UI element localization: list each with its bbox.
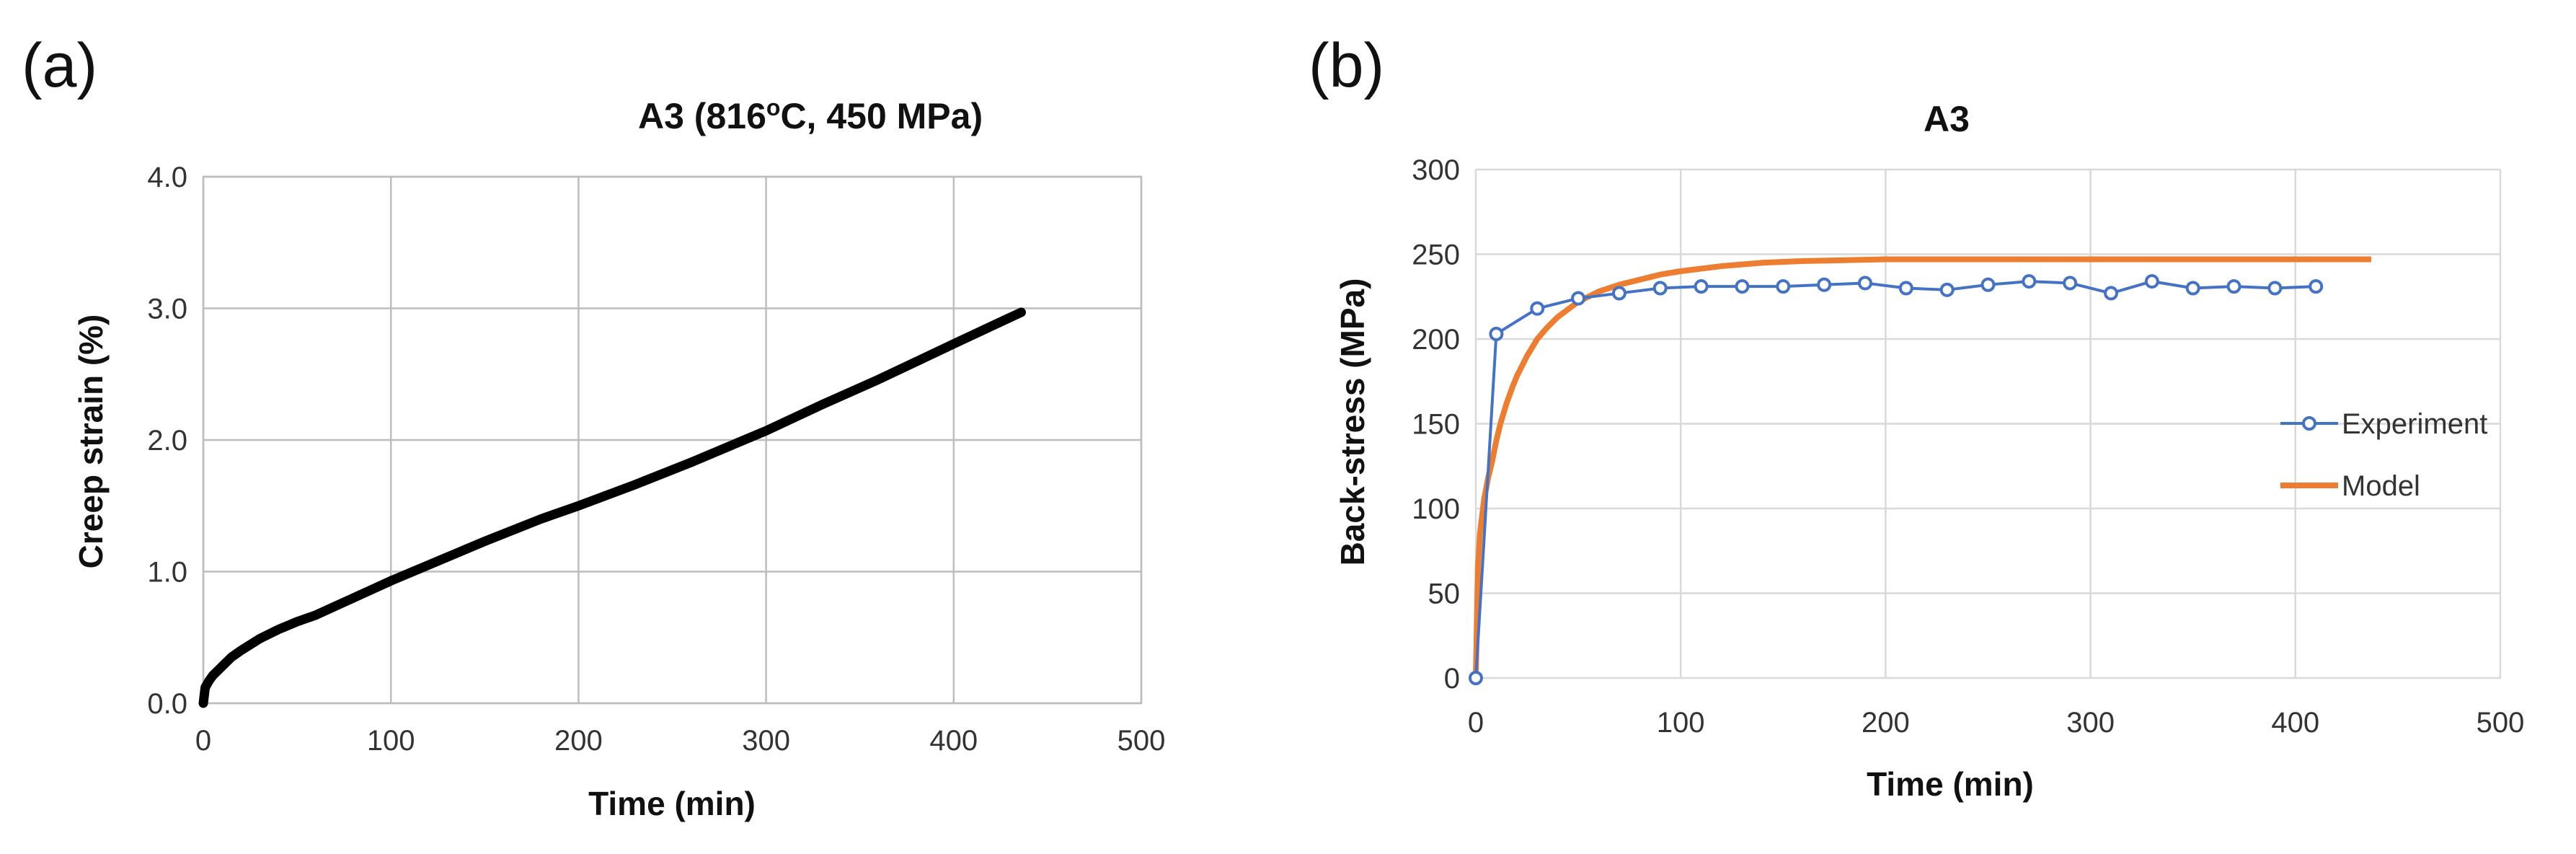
experiment-point	[1652, 281, 1668, 296]
creep-strain-point	[218, 661, 227, 671]
creep-strain-curve	[198, 307, 1026, 708]
panel-a-x-axis-label: Time (min)	[588, 785, 756, 822]
legend-model-label: Model	[2342, 470, 2420, 502]
panel-a-y-ticks: 0.0 1.0 2.0 3.0 4.0	[147, 162, 187, 720]
y-tick-label: 150	[1412, 409, 1460, 441]
panel-a-title: A3 (816oC, 450 MPa)	[638, 94, 983, 136]
x-tick-label: 300	[2066, 707, 2115, 739]
experiment-point	[2063, 276, 2078, 291]
creep-strain-point	[349, 594, 358, 602]
creep-strain-point	[208, 671, 218, 680]
y-tick-label: 0	[1444, 663, 1460, 695]
y-tick-label: 1.0	[147, 557, 187, 589]
x-tick-label: 100	[1657, 707, 1705, 739]
x-tick-label: 500	[2477, 707, 2525, 739]
panel-a-y-axis-label: Creep strain (%)	[72, 314, 110, 569]
x-tick-label: 200	[1862, 707, 1910, 739]
y-tick-label: 4.0	[147, 162, 187, 193]
experiment-point	[1469, 671, 1483, 685]
x-tick-label: 400	[2271, 707, 2319, 739]
experiment-point	[2144, 274, 2159, 289]
panel-b-x-ticks: 0 100 200 300 400 500	[1468, 707, 2525, 739]
creep-strain-point	[536, 514, 546, 524]
creep-strain-point	[236, 646, 246, 655]
legend-experiment-label: Experiment	[2342, 408, 2487, 440]
panel-b-x-axis-label: Time (min)	[1867, 765, 2034, 803]
legend-experiment-marker	[2302, 416, 2316, 431]
panel-a-x-ticks: 0 100 200 300 400 500	[195, 725, 1166, 757]
experiment-point	[1571, 291, 1586, 306]
creep-strain-point	[227, 653, 236, 662]
experiment-point	[1489, 326, 1504, 341]
panel-b: (b) A3 0 100 200 300 400 500 0 50 100 150 200 250 3…	[1309, 31, 2524, 803]
panel-a: (a) A3 (816oC, 450 MPa) 0 100 200 300 400 500…	[22, 31, 1165, 822]
panel-b-y-axis-label: Back-stress (MPa)	[1334, 278, 1371, 566]
experiment-point	[2104, 286, 2119, 301]
panel-b-label: (b)	[1309, 31, 1384, 100]
creep-strain-point	[949, 339, 958, 348]
creep-strain-point	[200, 683, 210, 692]
experiment-point	[1898, 281, 1913, 296]
creep-strain-point	[1017, 307, 1026, 317]
y-tick-label: 0.0	[147, 688, 187, 720]
creep-strain-point	[293, 617, 302, 626]
experiment-point	[2226, 279, 2241, 294]
creep-strain-point	[274, 625, 283, 634]
x-tick-label: 400	[929, 725, 978, 757]
panel-b-title: A3	[1924, 99, 1970, 139]
creep-strain-point	[386, 576, 396, 586]
x-tick-label: 100	[367, 725, 415, 757]
x-tick-label: 500	[1117, 725, 1166, 757]
x-tick-label: 0	[1468, 707, 1484, 739]
y-tick-label: 250	[1412, 239, 1460, 271]
creep-strain-point	[199, 699, 208, 708]
creep-strain-point	[424, 560, 433, 570]
panel-a-label: (a)	[22, 31, 97, 100]
experiment-point	[1694, 279, 1709, 294]
x-tick-label: 300	[742, 725, 790, 757]
experiment-point	[1735, 279, 1750, 294]
creep-strain-point	[743, 434, 752, 444]
plot-frame	[202, 175, 1143, 705]
creep-strain-point	[311, 610, 321, 620]
experiment-point	[1611, 286, 1626, 301]
x-tick-label: 0	[195, 725, 211, 757]
panel-b-series	[1469, 256, 2371, 685]
experiment-point	[1857, 276, 1872, 291]
creep-strain-point	[874, 375, 883, 384]
experiment-point	[2309, 279, 2324, 294]
panel-b-legend: Experiment Model	[2280, 408, 2487, 502]
experiment-point	[2185, 281, 2200, 296]
y-tick-label: 3.0	[147, 294, 187, 325]
creep-strain-point	[761, 426, 771, 436]
y-tick-label: 300	[1412, 154, 1460, 186]
creep-strain-point	[630, 480, 639, 490]
creep-strain-point	[818, 400, 827, 409]
creep-strain-point	[574, 501, 583, 511]
panel-a-series	[198, 307, 1026, 708]
model-line	[1473, 256, 2371, 679]
experiment-point	[1530, 301, 1545, 316]
panel-a-grid	[202, 175, 1143, 705]
creep-strain-point	[480, 537, 490, 546]
experiment-point	[1980, 277, 1996, 292]
panel-b-grid	[1474, 168, 2502, 679]
experiment-line	[1474, 280, 2316, 679]
experiment-point	[2267, 281, 2283, 296]
creep-strain-point	[255, 634, 265, 643]
experiment-point	[1776, 279, 1791, 294]
y-tick-label: 100	[1412, 493, 1460, 525]
y-tick-label: 200	[1412, 324, 1460, 356]
creep-strain-point	[686, 458, 696, 467]
experiment-point	[1939, 282, 1955, 297]
y-tick-label: 50	[1428, 578, 1461, 610]
panel-b-y-ticks: 0 50 100 150 200 250 300	[1412, 154, 1460, 695]
experiment-point	[2022, 274, 2037, 289]
y-tick-label: 2.0	[147, 425, 187, 457]
experiment-point	[1817, 277, 1832, 292]
x-tick-label: 200	[554, 725, 603, 757]
